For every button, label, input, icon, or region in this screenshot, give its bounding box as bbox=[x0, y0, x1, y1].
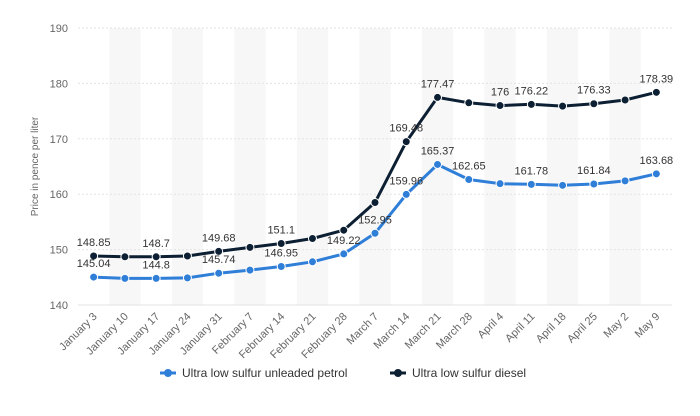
x-tick-label: May 2 bbox=[602, 311, 632, 341]
data-label: 145.04 bbox=[77, 258, 111, 270]
data-point[interactable] bbox=[620, 176, 630, 186]
data-label: 177.47 bbox=[421, 78, 455, 90]
data-point[interactable] bbox=[526, 99, 536, 109]
data-label: 149.68 bbox=[202, 232, 236, 244]
data-label: 163.68 bbox=[640, 155, 674, 167]
data-point[interactable] bbox=[370, 228, 380, 238]
data-point[interactable] bbox=[401, 189, 411, 199]
data-point[interactable] bbox=[589, 99, 599, 109]
x-tick-label: May 9 bbox=[633, 311, 663, 341]
data-label: 144.8 bbox=[142, 259, 170, 271]
data-point[interactable] bbox=[214, 268, 224, 278]
y-axis-label: Price in pence per liter bbox=[30, 116, 41, 216]
y-tick-label: 160 bbox=[50, 189, 68, 201]
x-tick-label: April 11 bbox=[503, 311, 537, 345]
data-label: 146.95 bbox=[264, 247, 298, 259]
data-point[interactable] bbox=[182, 273, 192, 283]
data-point[interactable] bbox=[245, 265, 255, 275]
y-tick-label: 190 bbox=[50, 23, 68, 35]
data-point[interactable] bbox=[120, 273, 130, 283]
data-label: 169.48 bbox=[389, 123, 423, 135]
data-point[interactable] bbox=[620, 95, 630, 105]
series-points bbox=[89, 87, 661, 283]
y-tick-label: 180 bbox=[50, 78, 68, 90]
data-point[interactable] bbox=[151, 252, 161, 262]
data-label: 145.74 bbox=[202, 254, 236, 266]
y-tick-label: 140 bbox=[50, 300, 68, 312]
legend-label: Ultra low sulfur unleaded petrol bbox=[182, 366, 347, 380]
data-point[interactable] bbox=[89, 251, 99, 261]
grid-lines bbox=[78, 27, 672, 306]
data-point[interactable] bbox=[558, 101, 568, 111]
data-label: 159.96 bbox=[389, 175, 423, 187]
x-tick-label: April 25 bbox=[565, 311, 600, 346]
data-point[interactable] bbox=[307, 234, 317, 244]
data-label: 176.33 bbox=[577, 85, 611, 97]
data-label: 161.84 bbox=[577, 165, 611, 177]
column-band bbox=[109, 28, 141, 305]
data-label: 178.39 bbox=[640, 73, 674, 85]
data-label: 165.37 bbox=[421, 145, 455, 157]
legend-marker bbox=[394, 369, 402, 377]
x-tick-label: April 18 bbox=[534, 311, 569, 346]
column-bands bbox=[109, 28, 641, 305]
column-band bbox=[546, 28, 579, 305]
data-point[interactable] bbox=[651, 169, 661, 179]
legend-item[interactable]: Ultra low sulfur unleaded petrol bbox=[160, 366, 347, 380]
data-label: 152.95 bbox=[358, 214, 392, 226]
y-tick-label: 170 bbox=[50, 134, 68, 146]
data-label: 176 bbox=[491, 87, 509, 99]
data-label: 149.22 bbox=[327, 235, 361, 247]
data-point[interactable] bbox=[339, 249, 349, 259]
data-point[interactable] bbox=[495, 179, 505, 189]
data-point[interactable] bbox=[307, 257, 317, 267]
data-label: 148.7 bbox=[142, 238, 170, 250]
data-point[interactable] bbox=[401, 137, 411, 147]
data-point[interactable] bbox=[339, 225, 349, 235]
legend-marker bbox=[164, 369, 172, 377]
data-point[interactable] bbox=[245, 242, 255, 252]
data-point[interactable] bbox=[151, 273, 161, 283]
data-point[interactable] bbox=[276, 261, 286, 271]
data-point[interactable] bbox=[651, 87, 661, 97]
data-point[interactable] bbox=[558, 180, 568, 190]
data-point[interactable] bbox=[89, 272, 99, 282]
data-point[interactable] bbox=[276, 239, 286, 249]
data-label: 162.65 bbox=[452, 161, 486, 173]
data-point[interactable] bbox=[120, 252, 130, 262]
y-tick-label: 150 bbox=[50, 245, 68, 257]
column-band bbox=[234, 28, 266, 305]
data-point[interactable] bbox=[589, 179, 599, 189]
data-point[interactable] bbox=[370, 198, 380, 208]
data-point[interactable] bbox=[433, 92, 443, 102]
data-labels: 145.04 144.8 145.74 146.95 149.22 152.95 159.9… bbox=[77, 73, 673, 271]
data-point[interactable] bbox=[433, 159, 443, 169]
y-axis-tick-labels: 140 150 160 170 180 190 bbox=[50, 23, 68, 312]
column-band bbox=[171, 28, 204, 305]
data-label: 176.22 bbox=[514, 85, 548, 97]
legend-label: Ultra low sulfur diesel bbox=[412, 366, 526, 380]
data-point[interactable] bbox=[214, 246, 224, 256]
data-label: 161.78 bbox=[514, 165, 548, 177]
column-band bbox=[484, 28, 516, 305]
data-point[interactable] bbox=[495, 101, 505, 111]
data-point[interactable] bbox=[464, 98, 474, 108]
column-band bbox=[359, 28, 391, 305]
column-band bbox=[609, 28, 641, 305]
data-point[interactable] bbox=[182, 251, 192, 261]
legend-item[interactable]: Ultra low sulfur diesel bbox=[390, 366, 526, 380]
data-label: 148.85 bbox=[77, 237, 111, 249]
data-point[interactable] bbox=[464, 175, 474, 185]
data-point[interactable] bbox=[526, 179, 536, 189]
data-label: 151.1 bbox=[267, 225, 295, 237]
legend[interactable]: Ultra low sulfur unleaded petrol Ultra lo… bbox=[160, 366, 526, 380]
x-tick-label: April 4 bbox=[476, 311, 507, 342]
